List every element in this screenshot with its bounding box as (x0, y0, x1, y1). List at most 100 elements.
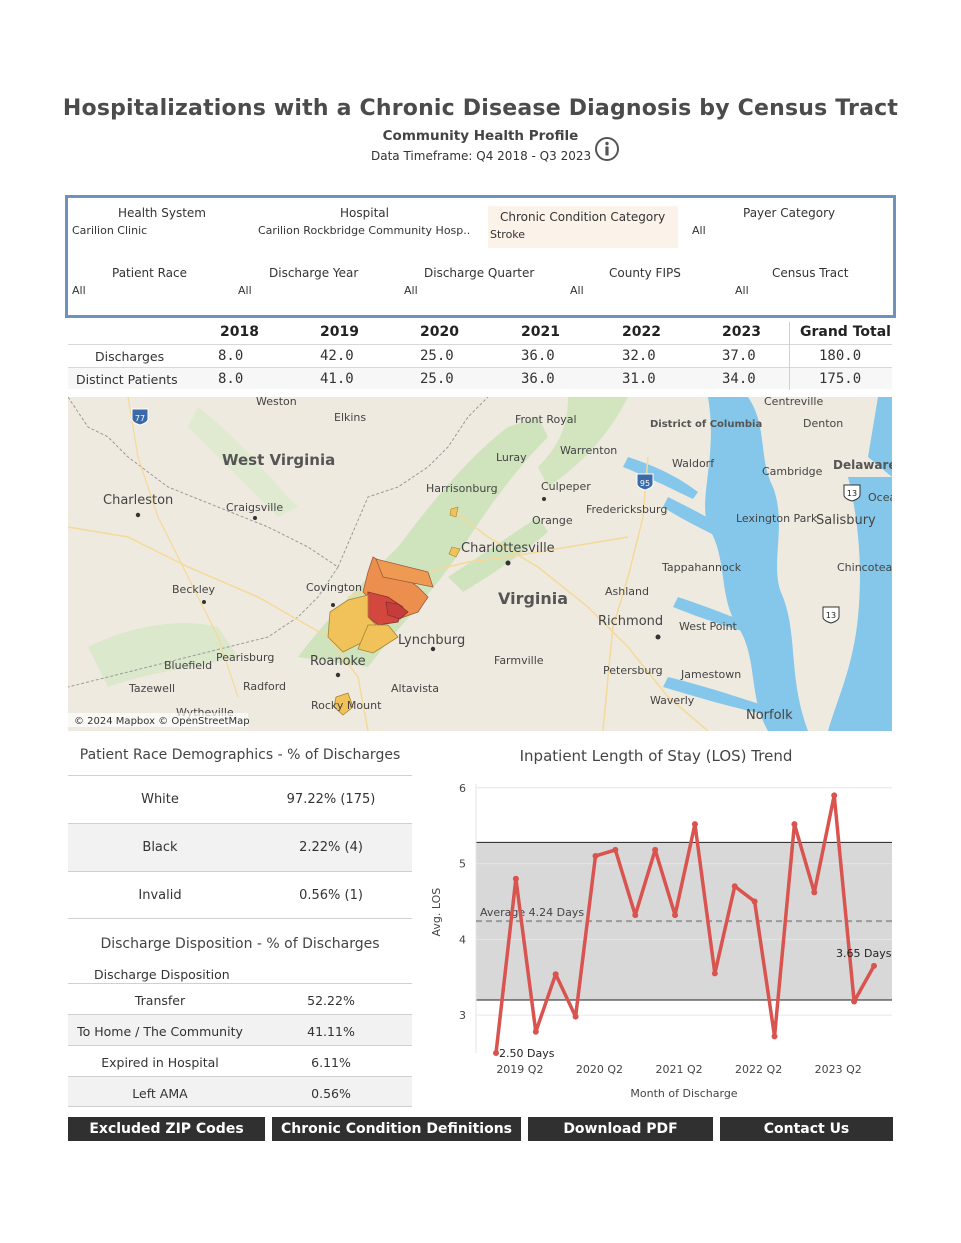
map-canvas[interactable]: 77 95 13 13 West Virginia Virginia Distr… (68, 397, 892, 731)
los-data-point[interactable] (493, 1050, 499, 1056)
los-data-point[interactable] (532, 1028, 539, 1035)
map-city-label: Ocean City (868, 491, 892, 504)
map-city-label: Tappahannock (661, 561, 742, 574)
filter-payer-category[interactable]: Payer Category All (692, 204, 882, 240)
map-state-label: Delaware (833, 458, 892, 472)
map-attribution[interactable]: © 2024 Mapbox © OpenStreetMap (74, 716, 250, 727)
map-state-label: District of Columbia (650, 419, 762, 430)
map-city-label: Salisbury (816, 513, 876, 528)
los-data-point[interactable] (552, 971, 559, 978)
grand-total-divider (789, 322, 790, 390)
col-header-2022: 2022 (622, 324, 661, 340)
map-city-label: Elkins (334, 411, 366, 424)
highway-13-shield: 13 (843, 484, 861, 502)
los-data-point[interactable] (851, 998, 858, 1005)
highway-13-shield: 13 (822, 606, 840, 624)
los-data-point[interactable] (632, 912, 639, 919)
highway-95-shield: 95 (636, 473, 654, 491)
map-city-label: Cambridge (762, 465, 823, 478)
map-city-label: Centreville (764, 397, 823, 408)
los-trend-chart[interactable]: Average 4.24 Days 3 4 5 6 2019 Q2 2020 Q2 202… (420, 770, 896, 1110)
los-data-point[interactable] (592, 852, 599, 859)
los-data-point[interactable] (572, 1013, 579, 1020)
map-city-label: Richmond (598, 614, 663, 629)
los-data-point[interactable] (731, 883, 738, 890)
los-chart-title: Inpatient Length of Stay (LOS) Trend (519, 747, 793, 765)
col-header-grand-total: Grand Total (800, 324, 891, 340)
race-label: Black (142, 840, 178, 855)
filter-health-system[interactable]: Health System Carilion Clinic (72, 204, 252, 240)
map-city-label: Lexington Park (736, 512, 818, 525)
x-tick-label: 2021 Q2 (655, 1063, 702, 1076)
page-title: Hospitalizations with a Chronic Disease … (62, 96, 899, 121)
download-pdf-button[interactable]: Download PDF (528, 1117, 713, 1141)
los-data-point[interactable] (871, 962, 877, 969)
x-tick-label: 2019 Q2 (496, 1063, 543, 1076)
table-row: Left AMA 0.56% (68, 1076, 412, 1107)
filter-county-fips[interactable]: County FIPS All (570, 264, 730, 300)
map-city-label: Fredericksburg (586, 503, 667, 516)
los-data-point[interactable] (811, 889, 818, 896)
filter-discharge-year[interactable]: Discharge Year All (238, 264, 398, 300)
map-city-label: Jamestown (680, 668, 741, 681)
race-demographics-table: White 97.22% (175) Black 2.22% (4) Inval… (68, 775, 412, 919)
race-value: 97.22% (175) (286, 792, 376, 807)
los-data-point[interactable] (751, 898, 758, 905)
los-x-axis-label: Month of Discharge (630, 1087, 737, 1100)
disposition-value: 6.11% (311, 1055, 351, 1070)
table-cell: 36.0 (521, 348, 555, 364)
map-city-label: Harrisonburg (426, 482, 498, 495)
table-row: Discharges 8.0 42.0 25.0 36.0 32.0 37.0 … (68, 344, 892, 366)
contact-us-button[interactable]: Contact Us (720, 1117, 893, 1141)
filter-census-tract[interactable]: Census Tract All (735, 264, 885, 300)
table-cell: 8.0 (218, 371, 244, 387)
filter-chronic-condition[interactable]: Chronic Condition Category Stroke (488, 206, 678, 248)
y-tick-label: 4 (459, 933, 466, 946)
map-city-label: Weston (256, 397, 297, 408)
summary-table: 2018 2019 2020 2021 2022 2023 Grand Tota… (68, 322, 892, 390)
filter-patient-race[interactable]: Patient Race All (72, 264, 232, 300)
map-state-label: West Virginia (222, 451, 335, 469)
los-data-point[interactable] (612, 846, 619, 853)
table-cell: 180.0 (819, 348, 862, 364)
filter-discharge-quarter[interactable]: Discharge Quarter All (404, 264, 564, 300)
los-data-point[interactable] (652, 846, 659, 853)
los-data-point[interactable] (831, 792, 838, 799)
map-city-label: Orange (532, 514, 573, 527)
table-cell: 32.0 (622, 348, 656, 364)
discharge-disposition-table: Transfer 52.22% To Home / The Community … (68, 983, 412, 1107)
info-icon[interactable] (594, 136, 620, 162)
filter-label: Health System (118, 206, 206, 220)
table-row: To Home / The Community 41.11% (68, 1014, 412, 1045)
map-city-label: Altavista (391, 682, 439, 695)
filter-label: County FIPS (609, 266, 681, 280)
map-city-label: Waverly (650, 694, 695, 707)
table-row: White 97.22% (175) (68, 775, 412, 823)
census-tract-map[interactable]: 77 95 13 13 West Virginia Virginia Distr… (68, 397, 892, 731)
excluded-zip-codes-button[interactable]: Excluded ZIP Codes (68, 1117, 265, 1141)
disposition-label: Expired in Hospital (101, 1055, 219, 1070)
data-timeframe: Data Timeframe: Q4 2018 - Q3 2023 (371, 149, 592, 163)
los-data-point[interactable] (711, 970, 718, 977)
map-city-label: Lynchburg (398, 633, 465, 648)
map-state-label: Virginia (498, 589, 568, 608)
los-data-point[interactable] (691, 821, 698, 828)
filter-label: Chronic Condition Category (500, 210, 666, 224)
los-data-point[interactable] (672, 912, 679, 919)
x-tick-label: 2020 Q2 (576, 1063, 623, 1076)
map-city-label: Tazewell (128, 682, 175, 695)
los-y-axis-label: Avg. LOS (430, 888, 443, 937)
los-data-point[interactable] (771, 1033, 778, 1040)
map-city-label: Beckley (172, 583, 216, 596)
map-city-label: Covington (306, 581, 362, 594)
map-city-label: Roanoke (310, 654, 366, 669)
map-city-label: Denton (803, 417, 843, 430)
col-header-2019: 2019 (320, 324, 359, 340)
filter-hospital[interactable]: Hospital Carilion Rockbridge Community H… (258, 204, 478, 240)
table-row: Black 2.22% (4) (68, 823, 412, 871)
los-data-point[interactable] (791, 821, 798, 828)
map-city-label: Front Royal (515, 413, 577, 426)
chronic-condition-definitions-button[interactable]: Chronic Condition Definitions (272, 1117, 521, 1141)
filter-label: Discharge Year (269, 266, 359, 280)
los-data-point[interactable] (512, 875, 519, 882)
